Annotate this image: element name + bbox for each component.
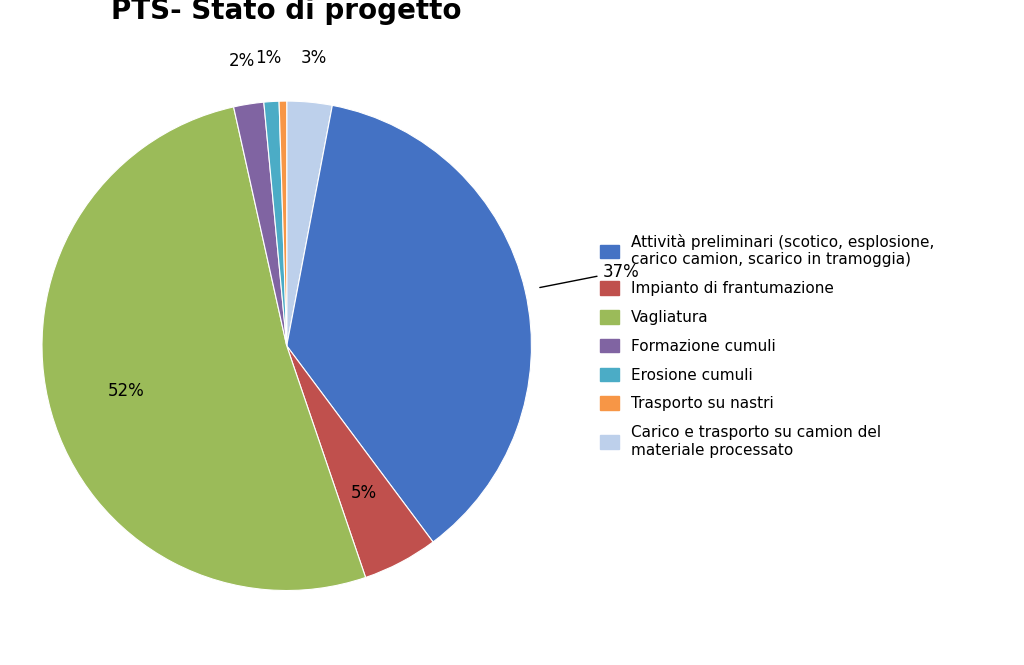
Wedge shape — [233, 102, 287, 346]
Text: 1%: 1% — [256, 49, 282, 66]
Text: 3%: 3% — [301, 49, 327, 67]
Title: PTS- Stato di progetto: PTS- Stato di progetto — [112, 0, 462, 25]
Wedge shape — [280, 101, 287, 346]
Text: 37%: 37% — [540, 263, 639, 287]
Wedge shape — [287, 105, 531, 542]
Wedge shape — [287, 101, 333, 346]
Text: 52%: 52% — [109, 382, 144, 400]
Text: 2%: 2% — [228, 52, 255, 70]
Legend: Attività preliminari (scotico, esplosione,
carico camion, scarico in tramoggia),: Attività preliminari (scotico, esplosion… — [600, 234, 934, 458]
Wedge shape — [264, 101, 287, 346]
Wedge shape — [42, 107, 366, 591]
Wedge shape — [287, 346, 433, 577]
Text: 5%: 5% — [351, 484, 377, 502]
